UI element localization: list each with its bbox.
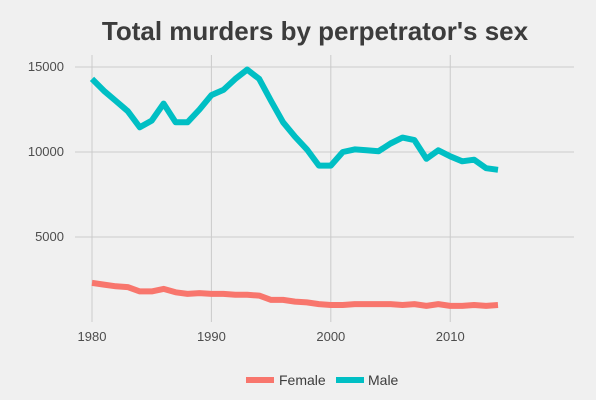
- x-tick-label-1980: 1980: [78, 329, 107, 344]
- chart-title: Total murders by perpetrator's sex: [102, 16, 529, 46]
- x-tick-label-1990: 1990: [197, 329, 226, 344]
- axis-tick-labels: 5000 10000 15000 1980 1990 2000 2010: [28, 59, 465, 344]
- grid: [75, 55, 574, 322]
- series-line-male: [89, 66, 499, 173]
- series-line-female: [91, 279, 499, 309]
- y-tick-label-15000: 15000: [28, 59, 64, 74]
- legend: Female Male: [246, 372, 399, 388]
- legend-label-male: Male: [368, 372, 399, 388]
- legend-label-female: Female: [279, 372, 326, 388]
- x-tick-label-2010: 2010: [436, 329, 465, 344]
- x-tick-label-2000: 2000: [316, 329, 345, 344]
- y-tick-label-10000: 10000: [28, 144, 64, 159]
- y-tick-label-5000: 5000: [35, 229, 64, 244]
- series-lines: [89, 66, 499, 309]
